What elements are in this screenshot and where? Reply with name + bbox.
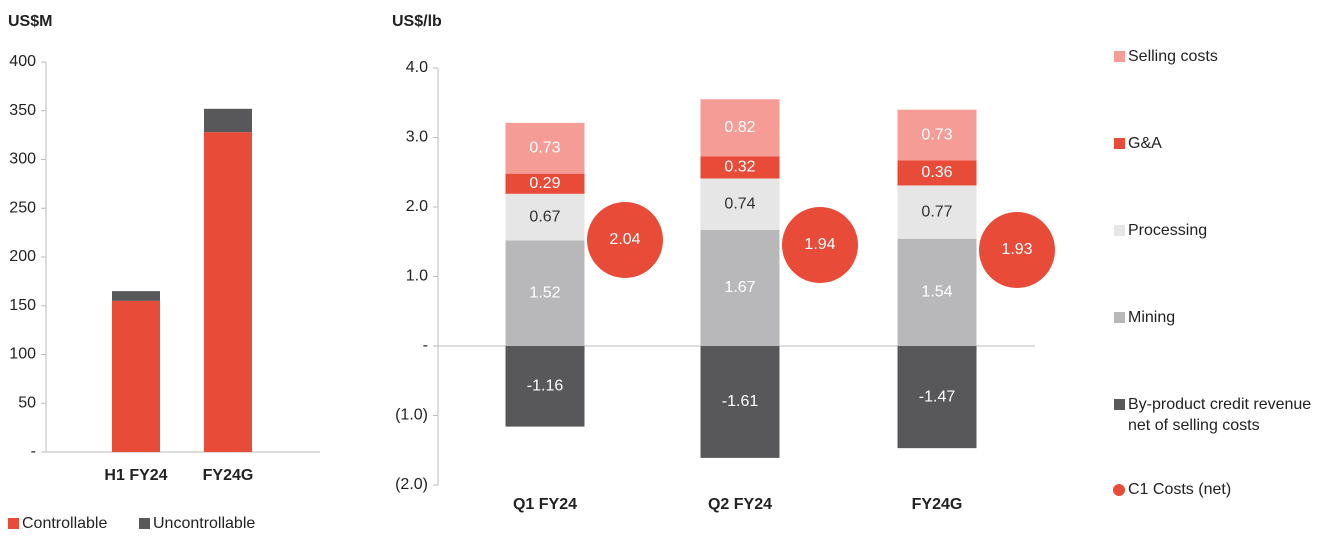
y-tick-label: 400 (9, 53, 36, 70)
bar-segment (505, 122, 585, 174)
y-tick-label: 3.0 (406, 129, 428, 146)
legend-item: By-product credit revenue net of selling… (1114, 394, 1333, 436)
y-tick-label: 300 (9, 151, 36, 168)
y-axis-title: US$/lb (392, 13, 442, 30)
data-label: 1.52 (529, 284, 560, 301)
data-label: -1.16 (527, 378, 564, 395)
bar-segment (897, 160, 977, 186)
bar-segment (897, 185, 977, 239)
legend-label: Controllable (22, 515, 108, 532)
legend-swatch (8, 518, 19, 529)
x-tick-label: Q1 FY24 (513, 496, 577, 513)
bar-segment (112, 300, 160, 452)
c1-marker (782, 207, 858, 283)
legend-item: Processing (1114, 220, 1333, 241)
y-tick-label: (2.0) (395, 476, 428, 493)
y-tick-label: 1.0 (406, 268, 428, 285)
x-tick-label: H1 FY24 (104, 467, 167, 484)
data-label: -1.61 (722, 393, 759, 410)
legend-item: C1 Costs (net) (1113, 479, 1333, 500)
bar-segment (112, 291, 160, 301)
y-tick-label: 250 (9, 199, 36, 216)
y-tick-label: 150 (9, 297, 36, 314)
bar-segment (897, 109, 977, 161)
legend-label: Selling costs (1128, 48, 1218, 65)
data-label: 0.67 (529, 208, 560, 225)
legend-label: Processing (1128, 222, 1208, 239)
legend-swatch (1114, 138, 1125, 149)
legend-label: G&A (1128, 135, 1162, 152)
bar-segment (700, 156, 780, 179)
data-label: 0.77 (921, 203, 952, 220)
y-tick-label: 2.0 (406, 198, 428, 215)
bar-segment (897, 238, 977, 346)
legend-item: Controllable (8, 513, 227, 534)
c1-marker (587, 202, 663, 278)
legend-item: Uncontrollable (139, 513, 358, 534)
y-tick-label: 50 (18, 394, 36, 411)
data-label: 1.67 (724, 279, 755, 296)
data-label: 0.82 (724, 119, 755, 136)
bar-segment (700, 346, 780, 458)
legend-item: G&A (1114, 133, 1333, 154)
y-tick-label: 4.0 (406, 59, 428, 76)
legend-swatch (1114, 225, 1125, 236)
data-label: 1.54 (921, 284, 952, 301)
legend-swatch (1114, 399, 1125, 410)
data-label: 0.74 (724, 195, 755, 212)
legend-item: Selling costs (1114, 46, 1333, 67)
data-label: 0.73 (529, 139, 560, 156)
bar-segment (204, 132, 252, 452)
marker-label: 1.93 (1001, 241, 1032, 258)
y-axis-title: US$M (8, 13, 52, 30)
x-tick-label: Q2 FY24 (708, 496, 772, 513)
marker-label: 2.04 (609, 231, 640, 248)
y-tick-label: - (31, 443, 36, 460)
data-label: 0.32 (724, 159, 755, 176)
x-tick-label: FY24G (203, 467, 254, 484)
data-label: 0.29 (529, 175, 560, 192)
y-tick-label: (1.0) (395, 407, 428, 424)
legend-swatch (1113, 484, 1125, 496)
legend-label: Mining (1128, 309, 1176, 326)
y-tick-label: 200 (9, 248, 36, 265)
legend-item: Mining (1114, 307, 1333, 328)
y-tick-label: 350 (9, 102, 36, 119)
legend-label: C1 Costs (net) (1128, 481, 1232, 498)
y-tick-label: - (423, 337, 428, 354)
bar-segment (505, 346, 585, 427)
bar-segment (505, 240, 585, 346)
legend-label: By-product credit revenue net of selling… (1128, 396, 1312, 434)
bar-segment (700, 178, 780, 230)
data-label: -1.47 (919, 388, 956, 405)
data-label: 0.73 (921, 126, 952, 143)
c1-marker (979, 212, 1055, 288)
bar-segment (700, 99, 780, 157)
bar-segment (204, 108, 252, 133)
data-label: 0.36 (921, 164, 952, 181)
y-tick-label: 100 (9, 346, 36, 363)
bar-segment (505, 193, 585, 241)
legend-label: Uncontrollable (153, 515, 256, 532)
bar-segment (897, 346, 977, 449)
legend-swatch (139, 518, 150, 529)
marker-label: 1.94 (804, 236, 835, 253)
x-tick-label: FY24G (912, 496, 963, 513)
bar-segment (700, 229, 780, 346)
legend-swatch (1114, 51, 1125, 62)
bar-segment (505, 173, 585, 194)
legend-swatch (1114, 312, 1125, 323)
